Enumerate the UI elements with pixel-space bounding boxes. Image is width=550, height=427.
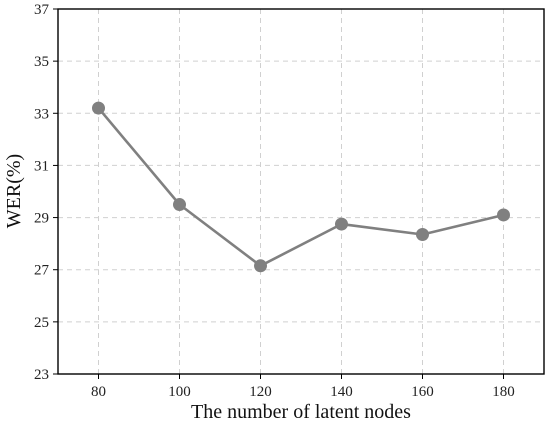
x-tick-label: 80 — [91, 384, 106, 400]
y-tick-label: 35 — [34, 54, 49, 70]
y-axis-title: WER(%) — [3, 154, 25, 228]
x-axis: 80 100 120 140 160 180 — [91, 374, 515, 400]
x-tick-label: 120 — [249, 384, 272, 400]
x-tick-label: 160 — [411, 384, 434, 400]
x-axis-title: The number of latent nodes — [191, 401, 411, 423]
y-tick-label: 31 — [34, 158, 49, 174]
y-tick-label: 29 — [34, 211, 49, 227]
data-point — [335, 217, 348, 231]
x-tick-label: 140 — [330, 384, 353, 400]
grid — [58, 9, 544, 374]
y-axis: 23 25 27 29 31 33 35 37 — [34, 2, 58, 383]
data-point — [254, 259, 267, 273]
y-tick-label: 33 — [34, 106, 49, 122]
data-point — [497, 208, 510, 222]
x-tick-label: 100 — [168, 384, 191, 400]
x-tick-label: 180 — [492, 384, 515, 400]
y-tick-label: 23 — [34, 367, 49, 383]
data-point — [173, 198, 186, 212]
series-line — [97, 107, 504, 268]
data-point — [416, 228, 429, 242]
data-point — [92, 101, 105, 115]
y-tick-label: 27 — [34, 263, 50, 279]
series-layer — [92, 101, 510, 273]
plot-area-frame — [57, 8, 545, 375]
y-tick-label: 25 — [34, 315, 49, 331]
y-tick-label: 37 — [34, 2, 50, 18]
